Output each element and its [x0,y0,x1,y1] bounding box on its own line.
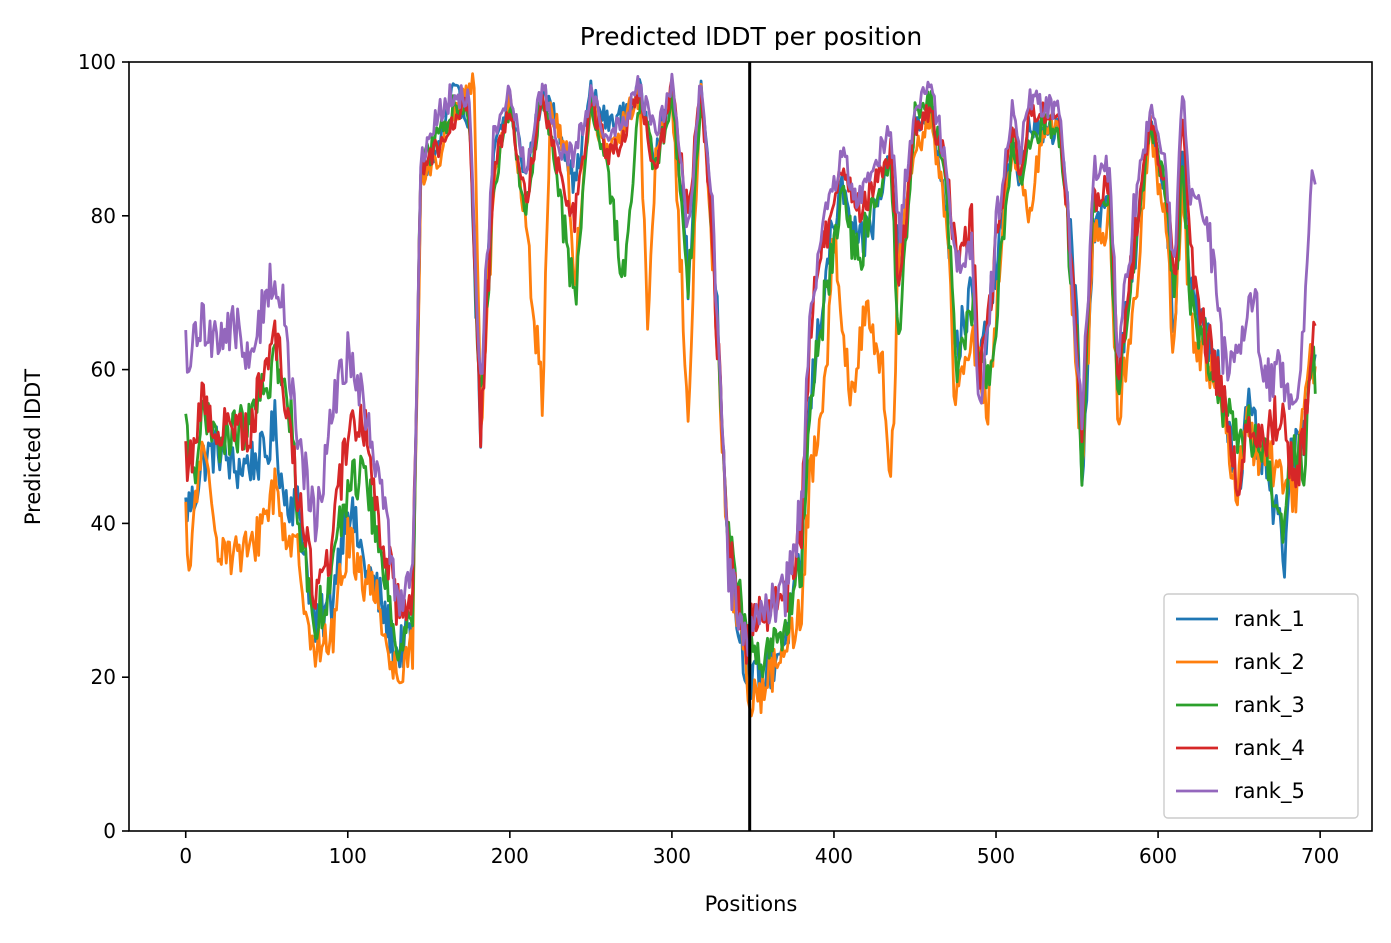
x-axis-label: Positions [705,892,798,916]
y-tick-label: 40 [91,511,116,535]
chart-title: Predicted lDDT per position [580,22,922,51]
x-tick-label: 700 [1301,844,1339,868]
y-axis-label: Predicted lDDT [21,369,45,525]
legend-label-rank_3: rank_3 [1234,693,1305,718]
x-axis-ticks: 0 100 200 300 400 500 600 700 [179,831,1339,868]
y-tick-label: 80 [91,204,116,228]
axes-frame [128,61,1373,832]
y-axis-ticks: 0 20 40 60 80 100 [78,50,129,843]
x-tick-label: 600 [1139,844,1177,868]
legend-label-rank_4: rank_4 [1234,736,1305,761]
x-tick-label: 100 [329,844,367,868]
x-tick-label: 400 [815,844,853,868]
legend: rank_1 rank_2 rank_3 rank_4 rank_5 [1163,593,1359,819]
y-tick-label: 100 [78,50,116,74]
x-tick-label: 0 [179,844,192,868]
y-tick-label: 0 [103,819,116,843]
legend-label-rank_2: rank_2 [1234,650,1305,675]
legend-box [1163,593,1359,819]
x-tick-label: 300 [653,844,691,868]
x-tick-label: 200 [491,844,529,868]
plot-area: 0 100 200 300 400 500 600 700 0 20 40 60 80 100 [78,50,1373,868]
legend-label-rank_1: rank_1 [1234,607,1305,632]
y-tick-label: 60 [91,358,116,382]
legend-label-rank_5: rank_5 [1234,779,1305,804]
y-tick-label: 20 [91,665,116,689]
x-tick-label: 500 [977,844,1015,868]
